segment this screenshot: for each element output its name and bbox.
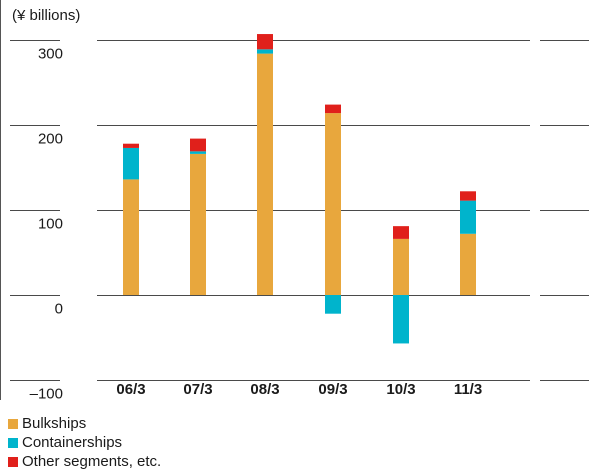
bar-segment (257, 53, 273, 295)
legend-swatch (8, 418, 18, 429)
y-tick-label: 200 (38, 131, 63, 148)
bar-segment (393, 295, 409, 344)
x-tick-label: 09/3 (318, 381, 347, 398)
y-tick-label: 300 (38, 46, 63, 63)
legend-swatch (8, 456, 18, 467)
bar-segment (257, 34, 273, 50)
legend-item-containerships: Containerships (8, 433, 161, 452)
bar-segment (460, 233, 476, 295)
bar-segment (460, 191, 476, 201)
bar-segment (325, 295, 341, 314)
bar-segment (123, 147, 139, 180)
bar-segment (257, 49, 273, 54)
y-tick-label: 0 (55, 301, 63, 318)
bar-segment (190, 138, 206, 152)
y-tick-label: –100 (30, 386, 63, 403)
legend-label: Other segments, etc. (22, 453, 162, 470)
y-tick-label: 100 (38, 216, 63, 233)
legend: Bulkships Containerships Other segments,… (8, 414, 161, 471)
legend-swatch (8, 437, 18, 448)
bar-segment (460, 200, 476, 234)
bar-segment (393, 226, 409, 239)
x-tick-label: 11/3 (454, 381, 482, 398)
legend-label: Containerships (22, 434, 123, 451)
legend-item-other-segments: Other segments, etc. (8, 452, 161, 471)
x-tick-label: 06/3 (116, 381, 145, 398)
x-axis-ticks: 06/3 07/3 08/3 09/3 10/3 11/3 (116, 381, 482, 398)
unit-label: (¥ billions) (12, 7, 81, 24)
x-tick-label: 07/3 (183, 381, 212, 398)
y-axis-ticks: 300 200 100 0 –100 (30, 46, 63, 403)
x-tick-label: 10/3 (386, 381, 415, 398)
bar-segment (393, 238, 409, 295)
bars (123, 34, 476, 344)
x-tick-label: 08/3 (250, 381, 279, 398)
gridlines (10, 40, 589, 381)
bar-segment (123, 143, 139, 148)
legend-item-bulkships: Bulkships (8, 414, 161, 433)
bar-segment (190, 153, 206, 295)
legend-label: Bulkships (22, 415, 87, 432)
bar-segment (190, 151, 206, 154)
bar-segment (325, 104, 341, 114)
bar-segment (325, 113, 341, 295)
bar-segment (123, 179, 139, 295)
